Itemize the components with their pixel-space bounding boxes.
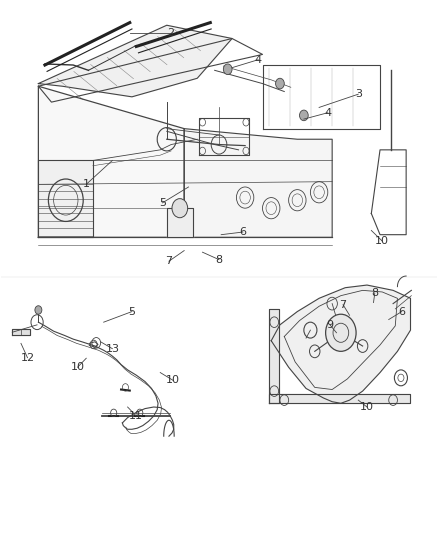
Text: 10: 10 bbox=[375, 236, 389, 246]
Text: 9: 9 bbox=[326, 320, 334, 330]
Circle shape bbox=[172, 199, 187, 217]
Text: 8: 8 bbox=[371, 288, 378, 298]
Text: 7: 7 bbox=[339, 300, 346, 310]
Circle shape bbox=[300, 110, 308, 120]
Polygon shape bbox=[269, 309, 279, 403]
Polygon shape bbox=[39, 25, 232, 97]
Polygon shape bbox=[12, 328, 30, 335]
Text: 6: 6 bbox=[240, 227, 247, 237]
Polygon shape bbox=[39, 86, 184, 237]
Circle shape bbox=[223, 64, 232, 75]
Text: 4: 4 bbox=[254, 55, 262, 64]
Text: 12: 12 bbox=[21, 353, 35, 362]
Text: 13: 13 bbox=[106, 344, 120, 354]
Text: 3: 3 bbox=[355, 89, 362, 99]
Circle shape bbox=[276, 78, 284, 89]
Polygon shape bbox=[269, 394, 410, 403]
Polygon shape bbox=[39, 160, 93, 237]
Text: 5: 5 bbox=[128, 306, 135, 317]
Polygon shape bbox=[167, 208, 193, 237]
Polygon shape bbox=[271, 285, 410, 403]
Text: 6: 6 bbox=[398, 306, 405, 317]
Polygon shape bbox=[184, 128, 332, 237]
Circle shape bbox=[35, 306, 42, 314]
Text: 1: 1 bbox=[83, 179, 90, 189]
Circle shape bbox=[325, 314, 356, 351]
Text: 7: 7 bbox=[166, 256, 173, 266]
Text: 4: 4 bbox=[324, 108, 332, 118]
Text: 8: 8 bbox=[215, 255, 223, 264]
Text: 5: 5 bbox=[159, 198, 166, 208]
Text: 10: 10 bbox=[71, 362, 85, 372]
Text: 11: 11 bbox=[129, 411, 143, 421]
Text: 10: 10 bbox=[166, 375, 180, 385]
Text: 2: 2 bbox=[168, 28, 175, 38]
Text: 10: 10 bbox=[360, 402, 374, 412]
